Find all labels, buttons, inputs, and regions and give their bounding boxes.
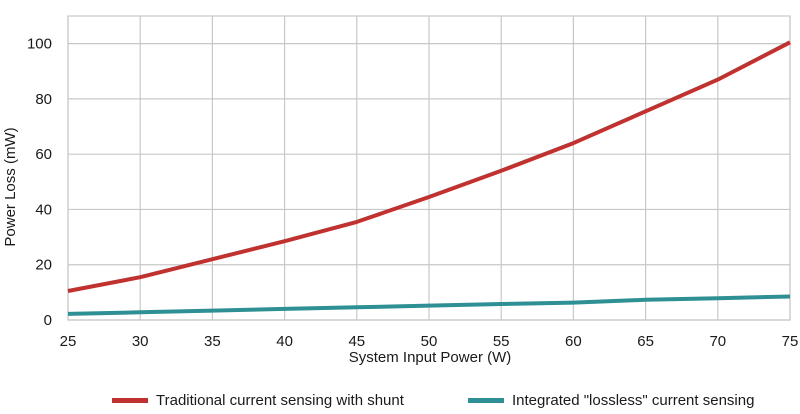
x-tick-label: 75: [782, 333, 799, 350]
legend-label-integrated: Integrated "lossless" current sensing: [512, 392, 755, 409]
y-tick-label: 100: [27, 36, 52, 53]
y-tick-label: 0: [44, 312, 52, 329]
legend-label-traditional: Traditional current sensing with shunt: [156, 392, 404, 409]
series-line-1: [67, 294, 791, 316]
x-tick-label: 60: [565, 333, 582, 350]
series-line-0: [67, 40, 791, 293]
y-tick-label: 60: [35, 146, 52, 163]
legend-item-integrated: Integrated "lossless" current sensing: [468, 392, 754, 409]
legend-swatch-integrated: [468, 398, 504, 403]
x-tick-label: 30: [132, 333, 149, 350]
y-axis-label: Power Loss (mW): [2, 127, 19, 246]
y-tick-label: 80: [35, 91, 52, 108]
x-tick-label: 65: [637, 333, 654, 350]
legend: Traditional current sensing with shunt I…: [0, 392, 800, 414]
y-tick-label: 40: [35, 201, 52, 218]
x-tick-label: 45: [348, 333, 365, 350]
x-tick-label: 35: [204, 333, 221, 350]
legend-swatch-traditional: [112, 398, 148, 403]
legend-item-traditional: Traditional current sensing with shunt: [112, 392, 404, 409]
x-tick-label: 50: [421, 333, 438, 350]
x-tick-label: 55: [493, 333, 510, 350]
x-tick-label: 70: [709, 333, 726, 350]
y-tick-label: 20: [35, 257, 52, 274]
x-tick-label: 40: [276, 333, 293, 350]
x-tick-label: 25: [60, 333, 77, 350]
line-chart: 25 30 35 40 45 50 55 60 65 70 75 0 20 40 60 80 100 Syste…: [2, 15, 798, 366]
series-lines: [67, 40, 791, 316]
grid: [67, 15, 791, 321]
x-axis-label: System Input Power (W): [349, 349, 512, 366]
tick-labels: 25 30 35 40 45 50 55 60 65 70 75 0 20 40 60 80 100: [27, 36, 798, 350]
